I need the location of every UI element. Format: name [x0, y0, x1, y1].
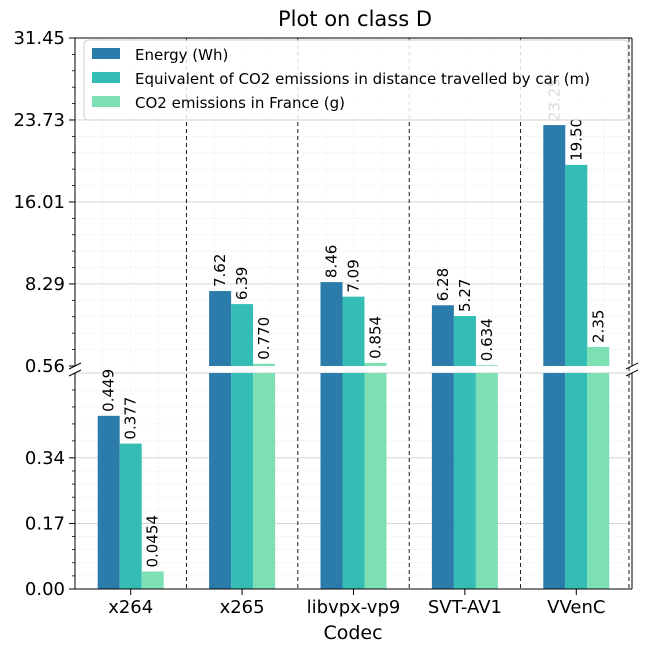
- bar: [253, 363, 276, 366]
- legend-swatch-co2: [92, 96, 120, 107]
- bar-lower-segment: [209, 373, 232, 589]
- data-label: 0.770: [255, 317, 273, 360]
- bar: [475, 365, 498, 366]
- x-axis-title: Codec: [323, 622, 382, 644]
- bar: [342, 296, 365, 366]
- bar-lower-segment: [543, 373, 566, 589]
- bar: [565, 164, 588, 366]
- legend-label-energy: Energy (Wh): [135, 46, 228, 64]
- tick-labels: x264 x265 libvpx-vp9 SVT-AV1 VVenC 0.00 0.17 0.…: [13, 28, 605, 618]
- x-tick-label: x265: [220, 597, 265, 618]
- data-label: 8.46: [323, 245, 341, 278]
- bar-lower-segment: [431, 373, 454, 589]
- data-label: 0.854: [367, 316, 385, 359]
- axes: [68, 37, 639, 595]
- legend-label-co2: CO2 emissions in France (g): [135, 94, 345, 112]
- y-tick-label: 23.73: [13, 110, 65, 131]
- data-label: 7.62: [211, 254, 229, 287]
- bar: [231, 304, 254, 366]
- bar: [119, 443, 142, 589]
- data-label: 6.28: [434, 268, 452, 301]
- bar: [587, 346, 610, 366]
- data-label: 6.39: [233, 267, 251, 300]
- data-label: 5.27: [456, 279, 474, 312]
- legend: Energy (Wh) Equivalent of CO2 emissions …: [83, 39, 629, 121]
- y-tick-label: 0.00: [25, 579, 65, 600]
- bar: [320, 282, 343, 366]
- data-label: 0.377: [122, 397, 140, 440]
- data-label: 7.09: [345, 259, 363, 292]
- x-tick-label: SVT-AV1: [428, 597, 502, 618]
- data-label: 0.634: [478, 318, 496, 361]
- x-tick-label: x264: [108, 597, 153, 618]
- bar-lower-segment: [475, 373, 498, 589]
- x-tick-label: libvpx-vp9: [307, 597, 401, 618]
- data-label: 2.35: [589, 310, 607, 343]
- bar-lower-segment: [364, 373, 387, 589]
- bar-lower-segment: [565, 373, 588, 589]
- legend-swatch-distance: [92, 72, 120, 83]
- bar: [209, 291, 232, 366]
- y-tick-label: 0.34: [25, 448, 65, 469]
- bar: [543, 125, 566, 366]
- axis-break-mark: [625, 362, 639, 370]
- y-tick-label: 0.56: [25, 356, 65, 377]
- bar-lower-segment: [587, 373, 610, 589]
- bar-lower-segment: [453, 373, 476, 589]
- group-separators: [185, 38, 630, 589]
- data-label: 0.0454: [144, 515, 162, 568]
- axis-break-mark: [625, 369, 639, 377]
- chart-title: Plot on class D: [278, 7, 432, 31]
- bar: [97, 415, 120, 589]
- bar-lower-segment: [320, 373, 343, 589]
- data-label: 19.50: [567, 118, 585, 161]
- y-tick-label: 31.45: [13, 28, 65, 49]
- bar: [141, 571, 164, 589]
- legend-swatch-energy: [92, 48, 120, 59]
- legend-label-distance: Equivalent of CO2 emissions in distance …: [135, 70, 590, 88]
- bar: [364, 362, 387, 366]
- y-tick-label: 0.17: [25, 513, 65, 534]
- bars: [97, 125, 610, 589]
- legend-frame: [83, 39, 629, 121]
- bar-lower-segment: [253, 373, 276, 589]
- bar: [453, 315, 476, 366]
- x-tick-label: VVenC: [547, 597, 605, 618]
- axis-break-mark: [68, 369, 82, 377]
- bar-lower-segment: [231, 373, 254, 589]
- data-label: 0.449: [100, 369, 118, 412]
- y-tick-label: 8.29: [25, 274, 65, 295]
- bar: [431, 305, 454, 366]
- bar-lower-segment: [342, 373, 365, 589]
- y-tick-label: 16.01: [13, 192, 65, 213]
